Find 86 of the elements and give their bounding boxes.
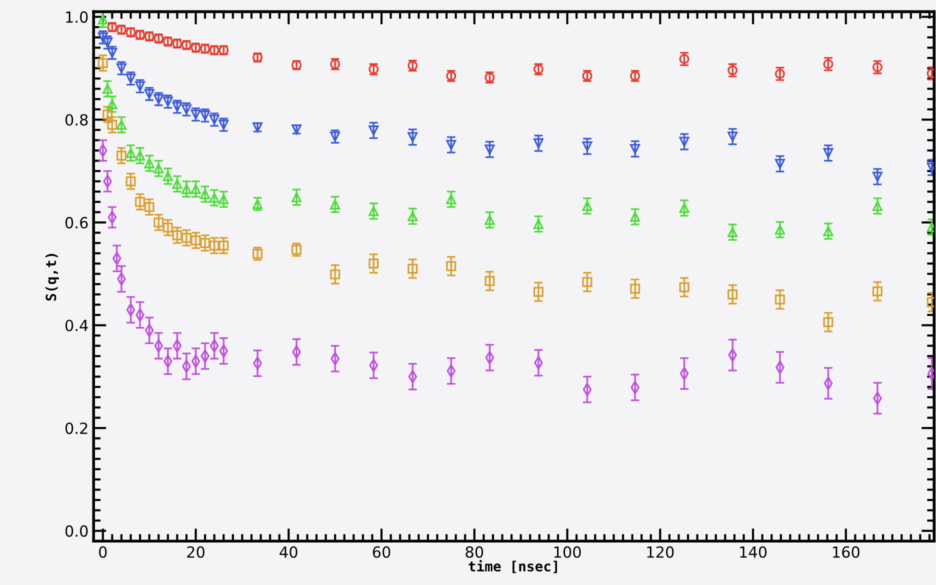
- point: [774, 158, 785, 169]
- point: [533, 286, 544, 297]
- point: [368, 125, 379, 136]
- point: [181, 184, 192, 194]
- point: [484, 144, 495, 154]
- point: [728, 289, 738, 300]
- point: [116, 150, 126, 161]
- x-tick-label: 20: [187, 546, 204, 558]
- point: [102, 110, 113, 120]
- point: [200, 238, 210, 248]
- point: [107, 120, 118, 130]
- point: [533, 218, 544, 229]
- point: [330, 199, 340, 210]
- point: [144, 158, 154, 168]
- point: [102, 84, 113, 94]
- point: [484, 276, 495, 286]
- point: [582, 200, 592, 211]
- point: [98, 58, 108, 68]
- point: [209, 240, 220, 251]
- point: [446, 140, 456, 150]
- point: [728, 227, 738, 238]
- point: [190, 184, 201, 194]
- x-tick-label: 60: [372, 546, 390, 558]
- x-tick-label: 0: [99, 546, 107, 558]
- point: [162, 171, 173, 182]
- point: [408, 264, 418, 274]
- point: [446, 194, 456, 204]
- point: [154, 217, 164, 228]
- point: [162, 222, 173, 233]
- y-tick-label: 0.8: [65, 114, 88, 126]
- point: [368, 258, 379, 269]
- x-tick-label: 160: [832, 546, 860, 558]
- point: [126, 176, 136, 186]
- point: [330, 269, 340, 280]
- point: [582, 277, 592, 288]
- point: [368, 206, 379, 216]
- point: [126, 148, 136, 158]
- point: [190, 235, 201, 246]
- point: [135, 150, 146, 161]
- point: [181, 232, 192, 243]
- point: [823, 148, 834, 158]
- y-tick-label: 0.2: [65, 422, 88, 434]
- point: [774, 294, 785, 305]
- point: [135, 196, 146, 207]
- point: [774, 224, 785, 235]
- point: [872, 172, 882, 182]
- point: [98, 14, 108, 24]
- y-tick-label: 1.0: [66, 11, 88, 23]
- point: [823, 226, 834, 236]
- x-tick-label: 40: [280, 546, 298, 558]
- point: [200, 189, 210, 200]
- point: [292, 192, 302, 202]
- point: [630, 212, 640, 222]
- point: [679, 203, 690, 214]
- x-tick-label: 140: [740, 546, 767, 558]
- point: [679, 282, 690, 292]
- point: [408, 132, 418, 142]
- point: [823, 317, 834, 328]
- point: [630, 284, 640, 294]
- point: [728, 132, 738, 142]
- x-tick-label: 100: [554, 546, 581, 558]
- point: [172, 178, 182, 189]
- point: [582, 141, 592, 152]
- point: [872, 200, 882, 211]
- point: [107, 99, 118, 110]
- point: [533, 138, 544, 148]
- point: [144, 202, 154, 212]
- y-axis-title: S(q,t): [45, 254, 59, 301]
- point: [172, 230, 182, 240]
- x-axis-title: time [nsec]: [468, 560, 557, 574]
- point: [116, 120, 126, 130]
- point: [218, 194, 229, 204]
- y-tick-label: 0.4: [65, 320, 88, 332]
- point: [446, 261, 456, 272]
- x-tick-label: 120: [647, 546, 674, 558]
- point: [484, 214, 495, 225]
- x-tick-label: 80: [466, 546, 484, 558]
- point: [154, 163, 164, 174]
- y-tick-label: 0.0: [65, 525, 88, 537]
- point: [679, 136, 690, 147]
- y-tick-label: 0.6: [65, 216, 88, 228]
- point: [408, 211, 418, 222]
- point: [218, 240, 229, 251]
- point: [872, 286, 882, 296]
- point: [630, 144, 640, 154]
- point: [209, 192, 220, 203]
